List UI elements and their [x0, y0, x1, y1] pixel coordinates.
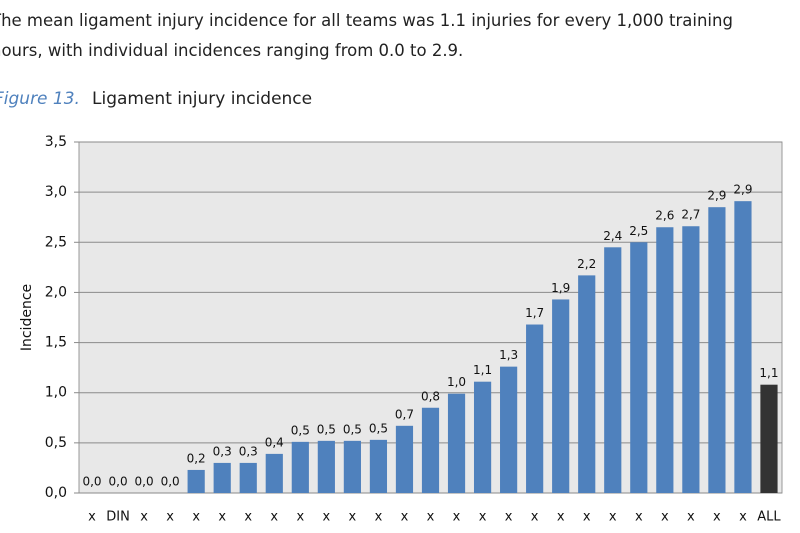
x-tick-label: x — [401, 510, 409, 525]
x-tick-label: x — [192, 510, 200, 525]
value-label: 2,2 — [577, 257, 596, 271]
value-label: 0,3 — [213, 444, 232, 458]
x-tick-label: x — [218, 510, 226, 525]
x-tick-label: x — [661, 510, 669, 525]
x-tick-label: x — [687, 510, 695, 525]
value-label: 0,4 — [265, 435, 284, 449]
value-label: 1,1 — [759, 366, 778, 380]
bar — [734, 201, 752, 493]
y-tick-label: 1,5 — [45, 335, 67, 351]
bar — [187, 469, 205, 493]
x-tick-label: x — [739, 510, 747, 525]
bar — [760, 384, 778, 493]
value-label: 2,9 — [733, 183, 752, 197]
paragraph-line: The mean ligament injury incidence for a… — [0, 11, 733, 30]
value-label: 1,0 — [447, 375, 466, 389]
x-tick-label: x — [88, 510, 96, 525]
value-label: 0,5 — [343, 422, 362, 436]
bar — [239, 462, 257, 493]
x-tick-label: x — [609, 510, 617, 525]
y-tick-label: 2,0 — [45, 284, 67, 300]
value-label: 0,8 — [421, 389, 440, 403]
value-label: 0,0 — [135, 475, 154, 489]
bar — [656, 227, 674, 493]
bar — [630, 242, 648, 493]
bar — [265, 453, 283, 493]
y-tick-label: 0,5 — [45, 435, 67, 451]
bar — [343, 440, 361, 493]
bar — [552, 299, 570, 493]
x-tick-label: x — [270, 510, 278, 525]
figure-number: Figure 13. — [0, 89, 80, 109]
value-label: 2,9 — [707, 189, 726, 203]
value-label: 1,7 — [525, 306, 544, 320]
value-label: 1,3 — [499, 348, 518, 362]
x-tick-label: x — [583, 510, 591, 525]
value-label: 0,0 — [82, 475, 101, 489]
y-axis-label: Incidence — [19, 284, 35, 351]
value-label: 0,5 — [291, 423, 310, 437]
bar — [473, 381, 492, 493]
value-label: 0,0 — [161, 475, 180, 489]
x-tick-label: x — [296, 510, 304, 525]
bar — [578, 275, 596, 493]
x-tick-label: ALL — [757, 510, 781, 525]
y-tick-label: 0,0 — [45, 485, 67, 501]
paragraph-line: hours, with individual incidences rangin… — [0, 41, 464, 60]
x-tick-label: x — [531, 510, 539, 525]
figure-caption: Ligament injury incidence — [92, 89, 313, 109]
x-tick-label: x — [140, 510, 148, 525]
bar — [682, 226, 700, 494]
x-tick-label: x — [557, 510, 565, 525]
value-label: 0,3 — [239, 444, 258, 458]
value-label: 1,9 — [551, 281, 570, 295]
bar — [213, 462, 231, 493]
x-tick-label: x — [375, 510, 383, 525]
value-label: 2,4 — [603, 229, 622, 243]
x-tick-label: x — [166, 510, 174, 525]
bar — [369, 439, 388, 493]
x-tick-label: x — [713, 510, 721, 525]
y-tick-label: 2,5 — [45, 234, 67, 250]
x-tick-label: x — [479, 510, 487, 525]
x-tick-label: x — [323, 510, 331, 525]
value-label: 0,5 — [317, 422, 336, 436]
value-label: 1,1 — [473, 363, 492, 377]
x-tick-label: x — [635, 510, 643, 525]
bar — [604, 247, 622, 493]
value-label: 0,0 — [109, 475, 128, 489]
bar — [317, 440, 335, 493]
y-tick-label: 3,5 — [45, 134, 67, 150]
y-tick-label: 1,0 — [45, 385, 67, 401]
y-tick-label: 3,0 — [45, 184, 67, 200]
x-tick-label: DIN — [106, 510, 130, 525]
bar — [421, 407, 440, 493]
x-tick-label: x — [244, 510, 252, 525]
bar — [447, 393, 466, 493]
value-label: 2,6 — [655, 209, 674, 223]
bar — [291, 441, 309, 493]
bar — [708, 207, 726, 493]
x-tick-label: x — [505, 510, 513, 525]
x-tick-label: x — [349, 510, 357, 525]
value-label: 2,5 — [629, 224, 648, 238]
x-tick-label: x — [427, 510, 435, 525]
bar — [526, 324, 544, 493]
value-label: 0,7 — [395, 407, 414, 421]
value-label: 2,7 — [681, 208, 700, 222]
x-tick-label: x — [453, 510, 461, 525]
value-label: 0,5 — [369, 421, 388, 435]
bar — [500, 366, 518, 493]
bar — [395, 425, 414, 493]
value-label: 0,2 — [187, 451, 206, 465]
